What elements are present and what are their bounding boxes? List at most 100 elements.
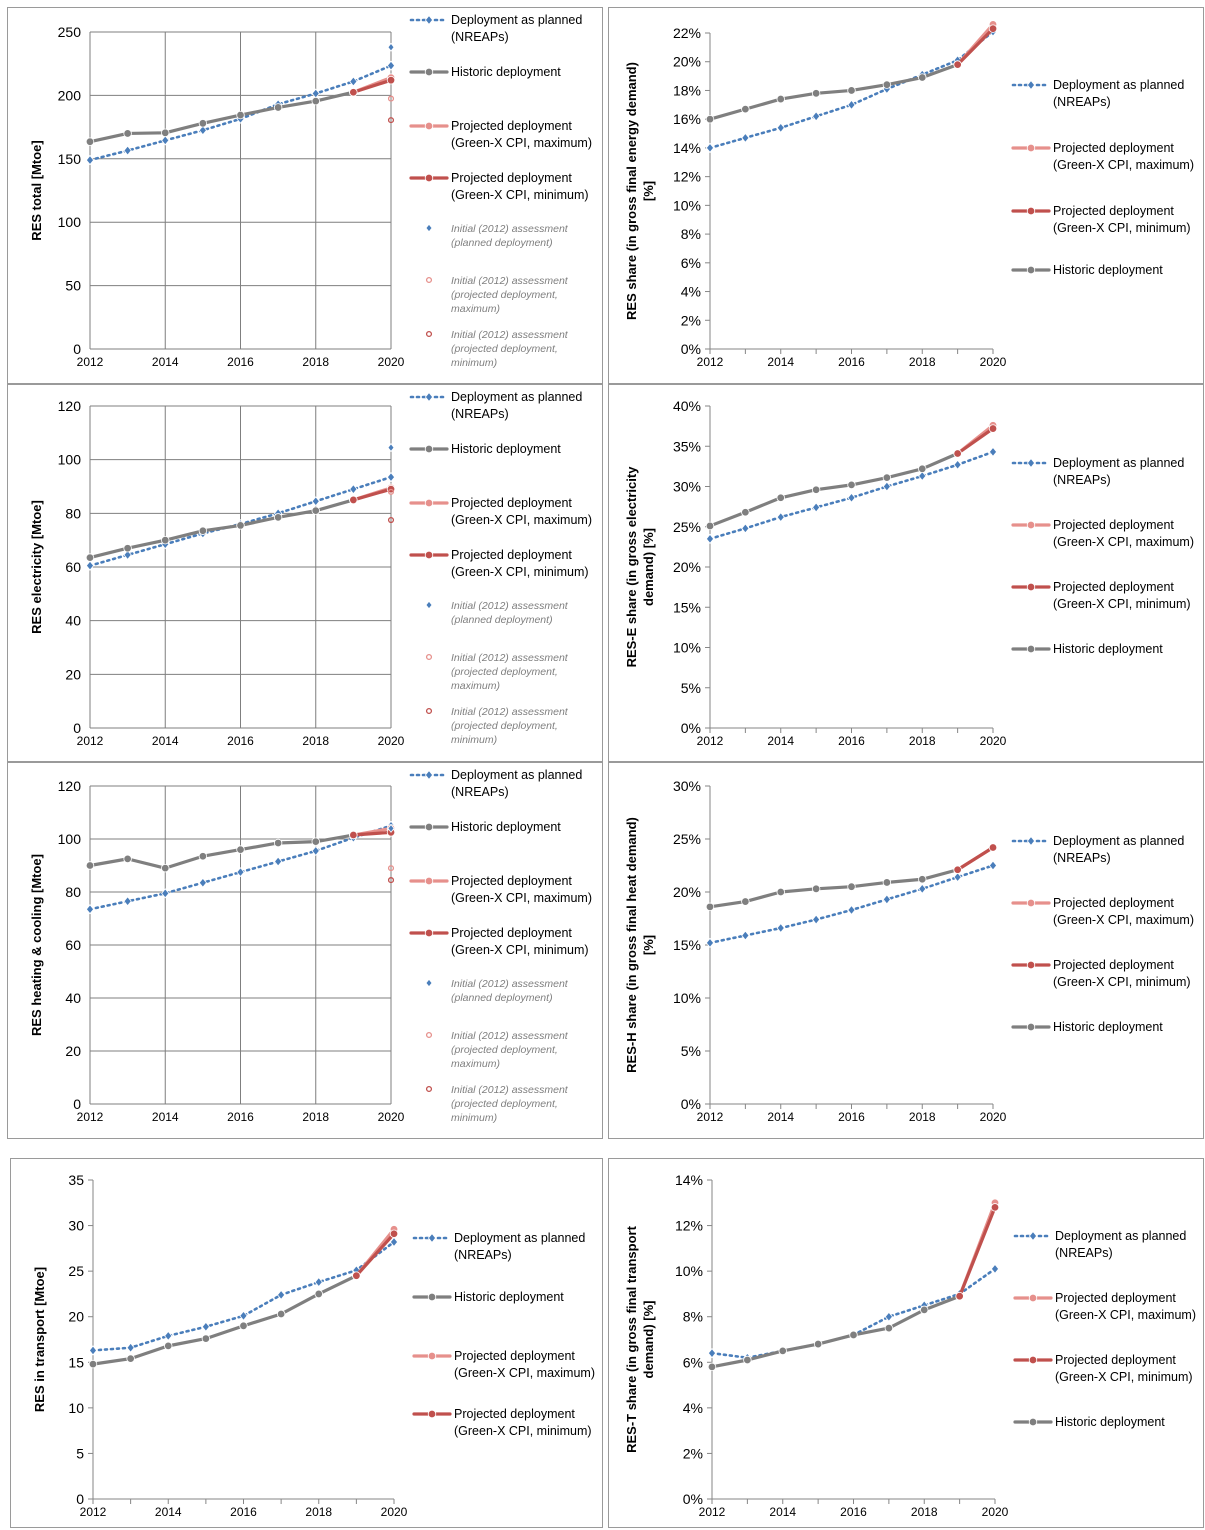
res-heating-ytick-label: 100: [58, 831, 82, 847]
legend-label: Deployment as planned (NREAPs): [1053, 834, 1184, 865]
res-heating-historic-point: [85, 861, 95, 870]
res-share-proj_min-line: [956, 27, 995, 67]
legend-item-proj-max: Projected deployment (Green-X CPI, maximu…: [409, 119, 592, 150]
res-share-historic-point: [705, 114, 715, 124]
res-electricity-planned-point: [349, 484, 358, 495]
legend-item-proj-max: Projected deployment (Green-X CPI, maximu…: [1011, 896, 1194, 927]
res-heating-planned-point: [161, 888, 170, 899]
res-t-share-historic-point: [884, 1323, 894, 1333]
legend-label: Projected deployment (Green-X CPI, minimu…: [454, 1407, 592, 1438]
legend-swatch-marker: [424, 14, 434, 26]
res-total-series-init_min: [387, 117, 395, 124]
res-transport-xtick-label: 2016: [230, 1505, 257, 1519]
res-heating-ytick-label: 60: [65, 937, 81, 953]
res-total-ytick-label: 0: [73, 341, 81, 357]
res-e-share-ytick-label: 15%: [673, 599, 701, 615]
res-t-share-historic-point: [813, 1339, 823, 1349]
res-h-share-ytick-label: 10%: [673, 990, 701, 1006]
res-share-series-proj_min: [953, 24, 998, 69]
res-electricity-xtick-label: 2018: [302, 734, 329, 748]
res-heating-planned-point: [85, 904, 95, 915]
res-electricity-xtick-label: 2020: [378, 734, 405, 748]
res-electricity-planned-point: [85, 560, 95, 571]
res-t-share-planned-point: [884, 1311, 893, 1322]
legend-label: Projected deployment (Green-X CPI, minimu…: [451, 926, 589, 957]
res-h-share-ytick-label: 30%: [673, 778, 701, 794]
res-transport-planned-point: [88, 1345, 98, 1356]
res-transport-xtick-label: 2020: [381, 1505, 408, 1519]
res-h-share-ytick-label: 0%: [681, 1096, 701, 1112]
res-electricity-planned-point: [386, 472, 396, 483]
res-h-share-xtick-label: 2016: [838, 1110, 865, 1124]
res-h-share-planned-point: [776, 923, 785, 934]
legend-label: Projected deployment (Green-X CPI, maximu…: [1053, 518, 1194, 549]
res-e-share-planned-point: [847, 492, 856, 503]
res-total-ytick-label: 250: [58, 24, 82, 40]
legend-item-init-min: Initial (2012) assessment (projected depl…: [425, 706, 569, 746]
res-total-init_min-point: [387, 117, 395, 124]
legend-item-proj-max: Projected deployment (Green-X CPI, maximu…: [409, 496, 592, 527]
res-share-planned-point: [741, 132, 750, 143]
legend-label: Historic deployment: [1053, 263, 1163, 277]
res-total-xtick-label: 2012: [77, 355, 104, 369]
res-transport-planned-point: [201, 1321, 210, 1332]
legend-swatch-marker: [425, 707, 433, 715]
res-t-share-proj_min-point: [955, 1292, 964, 1301]
res-transport-ytick-label: 30: [68, 1218, 84, 1234]
res-total-svg: 0 50 100 150 200 250 2012 2014 2016 2018 2020 RES t…: [29, 13, 592, 369]
res-electricity-init_max-point: [387, 488, 395, 495]
res-electricity-historic-point: [161, 535, 170, 545]
res-e-share-planned-point: [882, 481, 891, 492]
res-electricity-ytick-label: 40: [65, 613, 81, 629]
res-transport-ytick-label: 10: [68, 1400, 84, 1416]
legend-label: Initial (2012) assessment (projected depl…: [451, 1084, 569, 1124]
res-e-share-historic-point: [918, 464, 927, 473]
res-h-share-planned-point: [847, 904, 856, 916]
res-e-share-series-planned: [705, 446, 998, 544]
legend-label: Projected deployment (Green-X CPI, minimu…: [451, 548, 589, 579]
legend-swatch-marker: [1026, 143, 1036, 153]
legend-item-planned: Deployment as planned (NREAPs): [409, 768, 582, 799]
res-heating-historic-point: [161, 863, 170, 873]
legend-swatch-marker: [1028, 1293, 1038, 1303]
res-e-share-planned-point: [812, 502, 821, 513]
legend-swatch-marker: [1026, 79, 1036, 91]
legend-swatch-marker: [1026, 960, 1036, 970]
res-share-legend: Deployment as planned (NREAPs) Projected d…: [1011, 78, 1194, 277]
res-share-planned-point: [776, 122, 785, 133]
legend-item-planned: Deployment as planned (NREAPs): [409, 13, 582, 44]
res-total-init_planned-point: [387, 42, 395, 52]
res-electricity-ytick-label: 60: [65, 559, 81, 575]
legend-label: Initial (2012) assessment (projected depl…: [451, 1030, 569, 1070]
res-total-planned-point: [311, 88, 320, 99]
res-e-share-proj_min-point: [953, 449, 962, 458]
chart-panel-res-electricity: 0 20 40 60 80 100 120 2012 2014 2016 2018 2020 RES e…: [7, 384, 603, 762]
res-t-share-ytick-label: 2%: [683, 1445, 703, 1461]
res-t-share-proj_min-line: [958, 1205, 997, 1298]
res-share-planned-point: [812, 111, 821, 122]
res-e-share-xtick-label: 2016: [838, 734, 865, 748]
res-e-share-ytick-label: 10%: [673, 640, 701, 656]
legend-item-proj-max: Projected deployment (Green-X CPI, maximu…: [1011, 518, 1194, 549]
res-total-proj_min-point: [386, 75, 396, 85]
legend-swatch-marker: [427, 1409, 437, 1419]
res-e-share-historic-point: [811, 485, 821, 494]
res-heating-planned-point: [198, 877, 207, 888]
legend-item-planned: Deployment as planned (NREAPs): [1011, 834, 1184, 865]
res-total-planned-point: [349, 76, 358, 87]
res-e-share-ytick-label: 30%: [673, 479, 701, 495]
res-electricity-historic-point: [123, 544, 132, 553]
res-electricity-xtick-label: 2016: [227, 734, 254, 748]
res-heating-planned-point: [123, 896, 132, 907]
res-t-share-series-proj_min: [955, 1203, 1000, 1301]
res-transport-historic-point: [239, 1321, 248, 1331]
legend-item-planned: Deployment as planned (NREAPs): [409, 390, 582, 421]
legend-label: Initial (2012) assessment (planned deploy…: [451, 223, 569, 249]
res-heating-xtick-label: 2018: [302, 1110, 329, 1124]
res-e-share-historic-line: [708, 451, 960, 528]
res-t-share-planned-point: [990, 1263, 1000, 1274]
res-transport-series-planned: [88, 1236, 399, 1356]
res-electricity-historic-point: [273, 513, 283, 522]
res-h-share-planned-line: [708, 864, 995, 945]
res-e-share-ytick-label: 0%: [681, 720, 701, 736]
